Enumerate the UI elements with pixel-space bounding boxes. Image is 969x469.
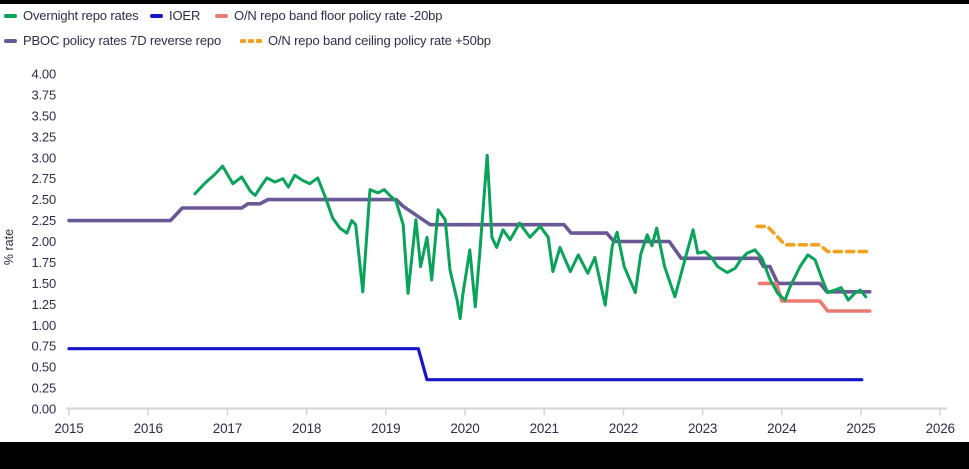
y-axis-title: % rate — [2, 229, 16, 265]
y-tick-label: 2.50 — [31, 192, 56, 207]
legend-item-overnight-repo: Overnight repo rates — [4, 8, 139, 23]
x-tick-label: 2022 — [609, 421, 638, 436]
x-tick-label: 2017 — [213, 421, 242, 436]
y-tick-label: 2.25 — [31, 213, 56, 228]
legend-label-ceiling-band: O/N repo band ceiling policy rate +50bp — [268, 33, 491, 48]
x-tick-label: 2026 — [926, 421, 955, 436]
series-line-overnight-repo-rates — [193, 153, 868, 321]
y-tick-label: 4.00 — [31, 67, 56, 82]
legend-label-overnight-repo: Overnight repo rates — [23, 8, 139, 23]
x-tick-label: 2021 — [530, 421, 559, 436]
y-tick-label: 1.50 — [31, 276, 56, 291]
y-tick-label: 3.00 — [31, 150, 56, 165]
legend-marker-pboc-policy-icon — [4, 38, 17, 43]
y-tick-label: 1.25 — [31, 297, 56, 312]
legend-label-floor-band: O/N repo band floor policy rate -20bp — [234, 8, 443, 23]
x-tick-label: 2015 — [54, 421, 83, 436]
series-line-o-n-repo-band-ceiling-policy-rate-50bp — [755, 224, 872, 254]
legend-marker-floor-band-icon — [215, 13, 228, 18]
chart-legend: Overnight repo rates IOER O/N repo band … — [0, 4, 969, 56]
legend-marker-overnight-repo-icon — [4, 13, 17, 18]
x-tick-label: 2024 — [767, 421, 797, 436]
x-tick-label: 2023 — [688, 421, 717, 436]
legend-label-ioer: IOER — [169, 8, 201, 23]
y-tick-label: 1.00 — [31, 318, 56, 333]
legend-item-ceiling-band: O/N repo band ceiling policy rate +50bp — [240, 33, 491, 48]
series-line-pboc-policy-rates-7d-reverse-repo — [67, 197, 872, 294]
y-tick-label: 0.75 — [31, 339, 56, 354]
y-tick-label: 0.50 — [31, 360, 56, 375]
x-tick-label: 2016 — [134, 421, 163, 436]
legend-item-ioer: IOER — [150, 8, 200, 23]
y-tick-label: 1.75 — [31, 255, 56, 270]
y-tick-label: 3.75 — [31, 87, 56, 102]
top-border-bar — [0, 0, 969, 4]
bottom-border-bar — [0, 442, 969, 469]
legend-label-pboc-policy: PBOC policy rates 7D reverse repo — [23, 33, 222, 48]
series-line-ioer — [67, 347, 864, 382]
y-tick-label: 2.00 — [31, 234, 56, 249]
legend-item-pboc-policy: PBOC policy rates 7D reverse repo — [4, 33, 221, 48]
x-tick-label: 2020 — [450, 421, 479, 436]
y-tick-label: 0.25 — [31, 381, 56, 396]
y-tick-label: 0.00 — [31, 402, 56, 417]
x-tick-label: 2019 — [371, 421, 400, 436]
y-tick-label: 3.50 — [31, 108, 56, 123]
x-tick-label: 2018 — [292, 421, 321, 436]
legend-marker-ceiling-band-icon — [240, 38, 262, 43]
y-tick-label: 2.75 — [31, 171, 56, 186]
legend-item-floor-band: O/N repo band floor policy rate -20bp — [215, 8, 443, 23]
x-tick-label: 2025 — [846, 421, 875, 436]
y-tick-label: 3.25 — [31, 129, 56, 144]
legend-marker-ioer-icon — [150, 13, 163, 18]
